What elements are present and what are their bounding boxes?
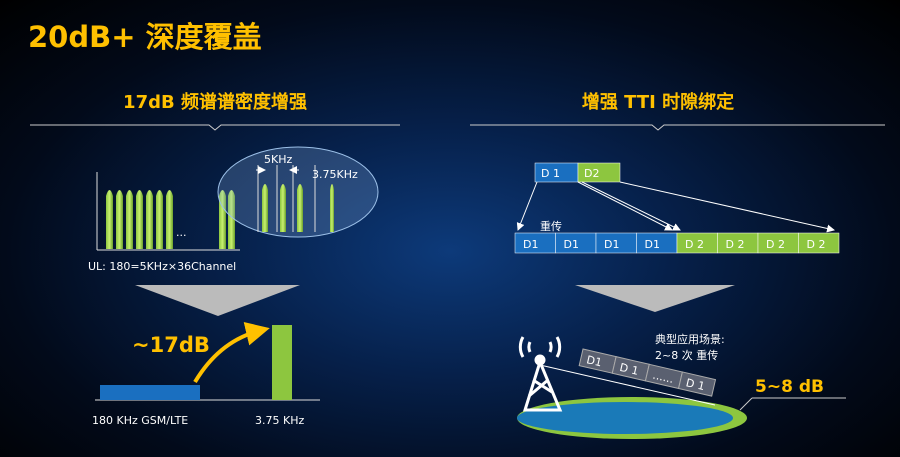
spectrum-bar (136, 190, 143, 249)
top-block-d2-label: D2 (584, 167, 599, 180)
down-arrow-left (135, 285, 300, 316)
scenario-line2: 2~8 次 重传 (655, 348, 718, 362)
retx-block-label: D1 (645, 238, 660, 251)
narrow-band-label: 3.75 KHz (255, 414, 304, 427)
retx-block-label: D1 (564, 238, 579, 251)
retx-label: 重传 (540, 219, 562, 233)
subcarrier-label: 3.75KHz (312, 168, 358, 181)
narrow-band-bar (272, 325, 292, 400)
right-heading: 增强 TTI 时隙绑定 (581, 92, 735, 113)
spectrum-bar (156, 190, 163, 249)
slant-block (677, 371, 717, 397)
formula-text: UL: 180=5KHz×36Channel (88, 260, 236, 273)
retx-block-label: D 2 (685, 238, 704, 251)
wide-band-bar (100, 385, 200, 400)
retx-block-label: D1 (604, 238, 619, 251)
spectrum-bar (166, 190, 173, 249)
zoom-bar (297, 184, 303, 232)
retx-block-label: D 2 (807, 238, 826, 251)
zoom-bar-narrow (330, 184, 334, 232)
slant-block-label: D1 (585, 353, 603, 369)
retx-block (798, 232, 840, 254)
zoom-bar (262, 184, 268, 232)
wide-band-label: 180 KHz GSM/LTE (92, 414, 188, 427)
left-divider (30, 124, 400, 131)
top-block-d2 (577, 162, 621, 183)
left-heading: 17dB 频谱谱密度增强 (123, 92, 307, 113)
zoom-bar (280, 184, 286, 232)
right-gain-label: 5~8 dB (755, 377, 824, 397)
coverage-inner (517, 402, 733, 434)
gain-arrow (193, 322, 270, 384)
scenario-line1: 典型应用场景: (655, 332, 725, 346)
right-divider (470, 124, 885, 131)
retx-row: D1 D1 D1 D1 D 2 D 2 D 2 D 2 (514, 232, 840, 254)
tower-icon (518, 336, 563, 412)
spectrum-bar (126, 190, 133, 249)
ellipsis: ... (176, 226, 187, 239)
spectrum-bar (228, 190, 235, 249)
slant-block-label: D 1 (618, 361, 639, 378)
spacing-label: 5KHz (264, 153, 292, 166)
left-gain-label: ~17dB (132, 333, 210, 357)
spectrum-bar (106, 190, 113, 249)
spectrum-bars (106, 190, 235, 249)
slant-block-label: D 1 (685, 376, 706, 393)
top-block-d1-label: D 1 (541, 167, 560, 180)
spectrum-bar (116, 190, 123, 249)
retx-block-label: D1 (523, 238, 538, 251)
zoom-bars (257, 165, 334, 232)
down-arrow-right (575, 285, 735, 312)
slide-title: 20dB+ 深度覆盖 (28, 20, 262, 54)
retx-block-label: D 2 (766, 238, 785, 251)
slant-blocks: D1 D 1...... D 1 (578, 348, 717, 397)
slant-block-label: ...... (652, 369, 675, 386)
retx-block-label: D 2 (726, 238, 745, 251)
spectrum-bar (146, 190, 153, 249)
